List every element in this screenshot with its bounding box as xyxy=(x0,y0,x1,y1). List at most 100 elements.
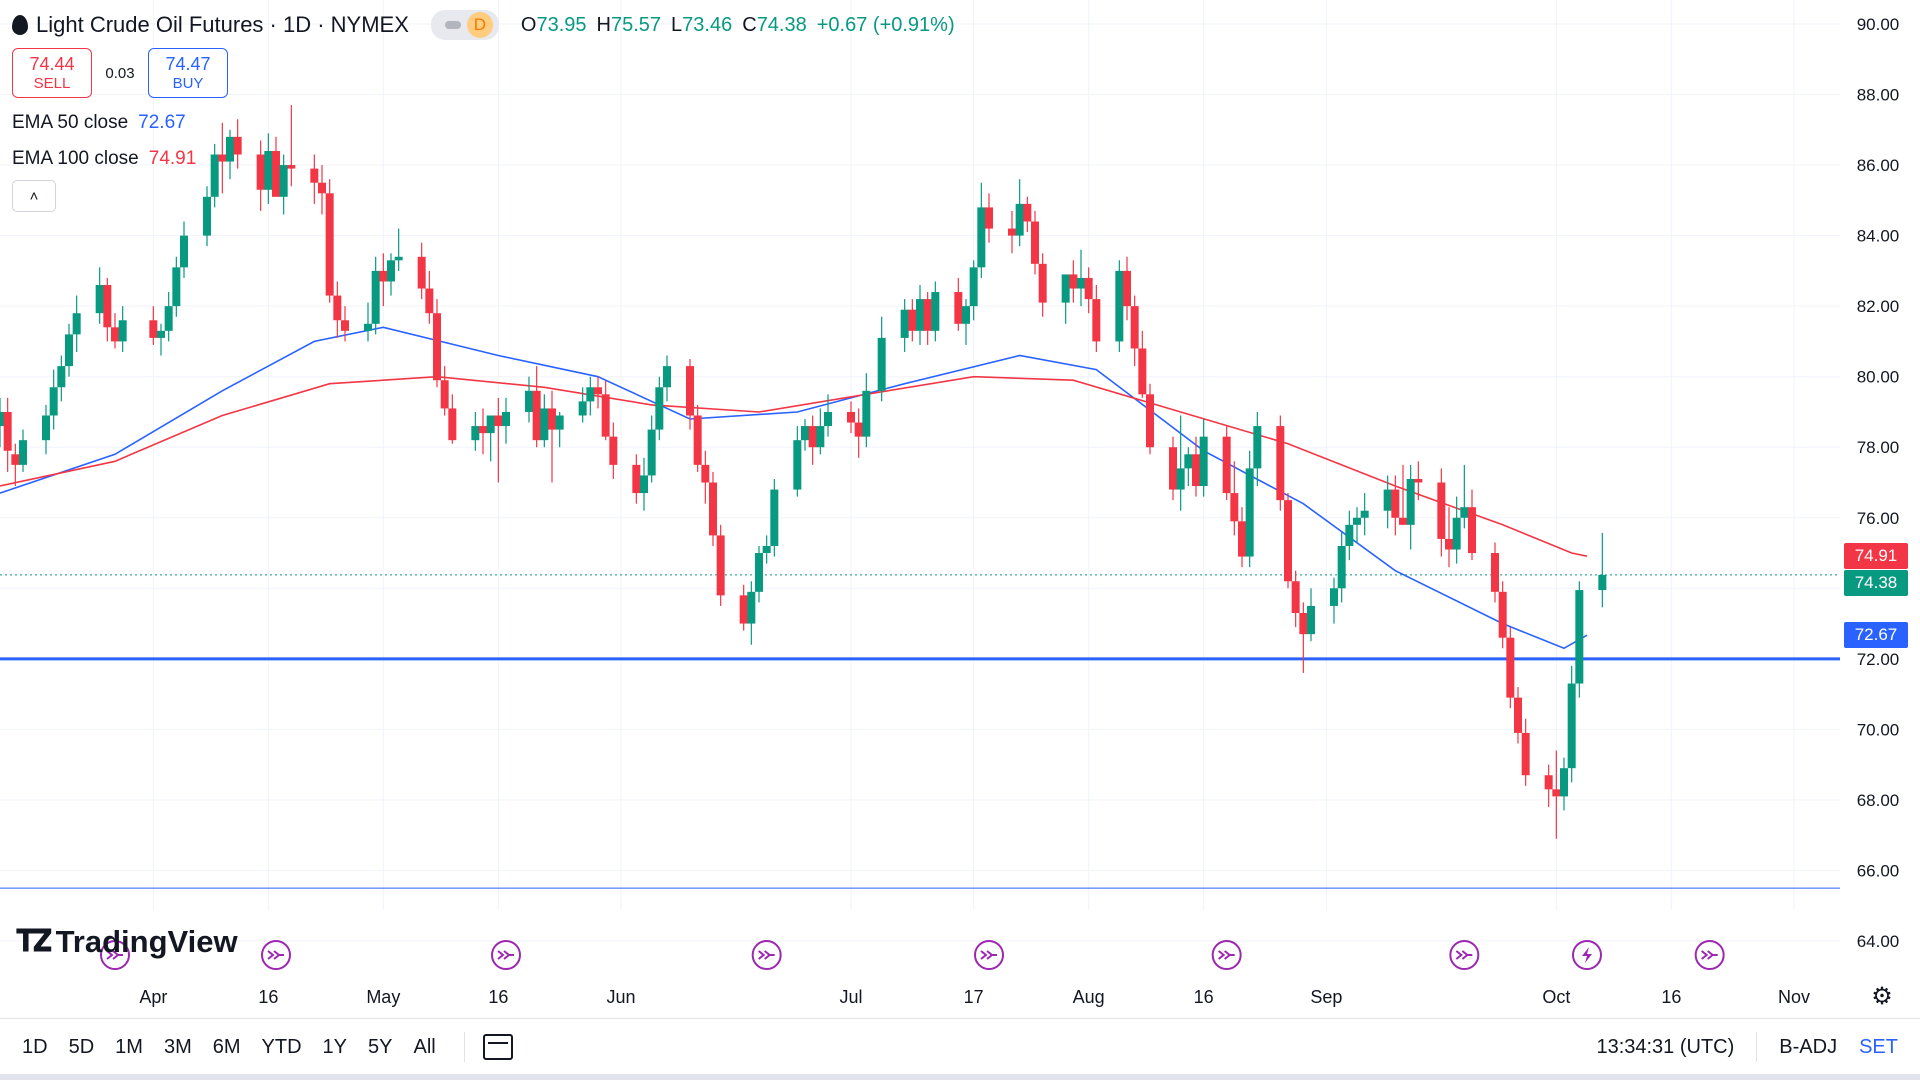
time-tick-label: 16 xyxy=(1661,987,1681,1007)
candle xyxy=(318,165,326,215)
horizontal-lines xyxy=(0,574,1840,889)
candle xyxy=(1038,253,1047,317)
candle-body xyxy=(1399,517,1407,525)
toolbar-divider xyxy=(1756,1032,1758,1062)
range-5y[interactable]: 5Y xyxy=(368,1035,393,1058)
crude-oil-icon xyxy=(12,15,28,35)
ema-100-legend[interactable]: EMA 100 close 74.91 xyxy=(12,148,196,170)
range-1y[interactable]: 1Y xyxy=(322,1035,348,1058)
candle-body xyxy=(72,313,81,335)
expiration-event-icon[interactable] xyxy=(100,940,130,970)
candle-body xyxy=(417,256,426,289)
candle-body xyxy=(1299,612,1308,635)
date-range-calendar-icon[interactable] xyxy=(482,1034,513,1060)
buy-button[interactable]: 74.47 BUY xyxy=(148,48,228,98)
candle xyxy=(325,179,334,303)
candle xyxy=(755,545,763,603)
candle xyxy=(379,253,388,307)
expiration-event-icon[interactable] xyxy=(261,940,291,970)
candle-body xyxy=(65,334,73,367)
ema-100-price-tag: 74.91 xyxy=(1844,543,1908,570)
candle-body xyxy=(862,390,871,437)
range-1d[interactable]: 1D xyxy=(22,1035,48,1058)
candle-body xyxy=(440,380,449,409)
candle xyxy=(42,404,50,455)
session-toggle[interactable]: SET xyxy=(1859,1035,1898,1058)
candle xyxy=(233,119,242,169)
candle xyxy=(341,306,349,342)
candle xyxy=(287,105,296,187)
expiration-event-icon[interactable] xyxy=(1449,940,1480,970)
clock-time[interactable]: 13:34:31 (UTC) xyxy=(1596,1035,1735,1058)
candle-body xyxy=(824,411,832,427)
candle xyxy=(149,306,158,345)
candle xyxy=(1460,464,1469,529)
price-axis: 64.0066.0068.0070.0072.0074.0076.0078.00… xyxy=(1857,15,1900,951)
flash-glyph xyxy=(1582,947,1592,963)
price-tick-label: 82.00 xyxy=(1857,297,1900,316)
range-1m[interactable]: 1M xyxy=(115,1035,143,1058)
candle-body xyxy=(609,436,618,465)
flash-event-icon[interactable] xyxy=(1572,940,1602,970)
candle xyxy=(1253,411,1262,487)
candle xyxy=(1598,532,1607,608)
candle xyxy=(962,299,970,345)
range-all[interactable]: All xyxy=(413,1035,436,1058)
candle-body xyxy=(1031,221,1039,264)
candle-body xyxy=(1146,394,1154,448)
candle-body xyxy=(555,415,564,430)
price-tick-label: 66.00 xyxy=(1857,861,1900,880)
candle-body xyxy=(1345,524,1354,546)
chart-settings-gear-icon[interactable]: ⚙ xyxy=(1871,982,1893,1010)
candle-body xyxy=(1353,517,1361,525)
expiration-event-icon[interactable] xyxy=(491,940,521,970)
candle-body xyxy=(272,150,280,197)
candle xyxy=(701,450,710,504)
candle xyxy=(594,376,602,409)
candle xyxy=(762,535,771,564)
expiration-event-icon[interactable] xyxy=(1211,940,1242,970)
range-5d[interactable]: 5D xyxy=(68,1035,95,1058)
candle xyxy=(969,260,978,321)
candle-body xyxy=(1521,732,1530,776)
candle-body xyxy=(1176,468,1185,490)
event-circle xyxy=(491,940,521,970)
candle-body xyxy=(1169,447,1177,490)
candle-body xyxy=(11,454,20,465)
candle-body xyxy=(647,429,656,476)
candle-body xyxy=(1061,274,1070,303)
candle xyxy=(1276,415,1285,511)
symbol-title[interactable]: Light Crude Oil Futures · 1D · NYMEX xyxy=(36,12,409,37)
tradingview-logo[interactable]: 𝐓𝐙 TradingView xyxy=(16,924,238,960)
time-tick-label: 16 xyxy=(1194,987,1214,1007)
candle xyxy=(1023,196,1032,233)
market-status-pill[interactable]: D xyxy=(430,10,499,40)
candle xyxy=(417,242,426,300)
candle-body xyxy=(1130,306,1139,349)
collapse-legend-button[interactable]: ˄ xyxy=(12,180,56,212)
sell-button[interactable]: 74.44 SELL xyxy=(12,48,92,98)
candle xyxy=(540,394,549,448)
back-adjustment-toggle[interactable]: B-ADJ xyxy=(1779,1035,1838,1058)
expiration-event-icon[interactable] xyxy=(751,940,782,970)
candle-body xyxy=(1238,521,1246,557)
expiration-event-icon[interactable] xyxy=(974,940,1004,970)
range-3m[interactable]: 3M xyxy=(163,1035,192,1058)
chevron-up-icon: ˄ xyxy=(29,187,39,205)
candle xyxy=(1552,750,1561,839)
buy-label: BUY xyxy=(172,75,204,92)
candle xyxy=(1123,256,1131,321)
candle xyxy=(578,387,587,423)
ema-50-legend[interactable]: EMA 50 close 72.67 xyxy=(12,112,186,134)
candle xyxy=(310,154,319,204)
range-ytd[interactable]: YTD xyxy=(261,1035,302,1058)
candle xyxy=(1115,260,1124,353)
candle xyxy=(609,422,618,479)
candle-body xyxy=(210,154,219,197)
expiration-event-icon[interactable] xyxy=(1694,940,1725,970)
range-6m[interactable]: 6M xyxy=(212,1035,241,1058)
bottom-scrollbar[interactable] xyxy=(0,1074,1920,1080)
candle-body xyxy=(1253,426,1262,469)
time-tick-label: Apr xyxy=(139,987,167,1007)
